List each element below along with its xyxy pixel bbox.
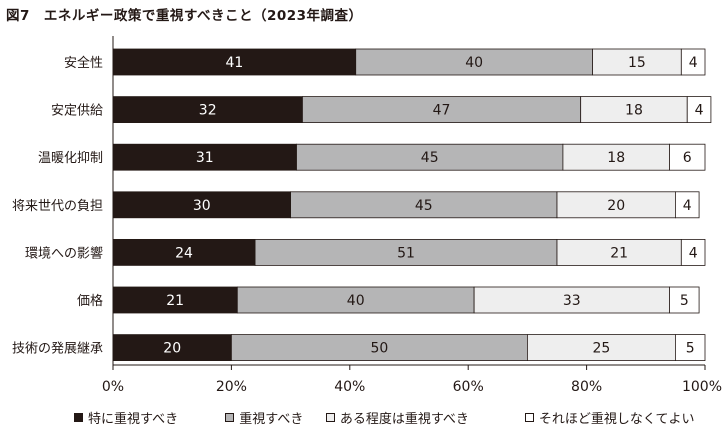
data-label: 21 (610, 245, 628, 261)
legend-label: ある程度は重視すべき (339, 411, 469, 427)
bar-segment-1 (112, 191, 292, 219)
data-label: 47 (433, 103, 451, 119)
legend-swatch (325, 412, 335, 422)
data-label: 18 (607, 150, 625, 166)
legend-swatch (74, 412, 83, 422)
bar-row: 21 40 33 5 (112, 286, 700, 314)
bar-row: 24 51 21 4 (112, 238, 706, 266)
bar-segment-3 (556, 191, 676, 219)
bar-segment-3 (527, 334, 676, 362)
chart-title: 図7 エネルギー政策で重視すべきこと（2023年調査） (6, 8, 363, 24)
legend-swatch (225, 412, 235, 422)
data-label: 15 (628, 55, 646, 71)
data-label: 4 (683, 198, 692, 214)
legend-swatch (524, 412, 534, 422)
data-label: 45 (415, 198, 433, 214)
bar-segment-4 (669, 143, 706, 171)
data-label: 4 (689, 55, 698, 71)
x-tick-label: 0% (102, 379, 124, 395)
bar-segment-2 (290, 191, 558, 219)
category-label: 温暖化抑制 (38, 151, 103, 166)
data-label: 20 (163, 341, 181, 357)
legend-item: 重視すべき (225, 408, 326, 427)
x-tick-label: 100% (682, 379, 722, 395)
bar-segment-3 (580, 96, 688, 123)
bar-row: 30 45 20 4 (112, 191, 700, 219)
bar-segment-1 (112, 143, 297, 171)
x-tick-label: 80% (571, 379, 602, 395)
category-label: 安全性 (64, 55, 103, 71)
legend-label: 特に重視すべき (88, 411, 179, 427)
data-label: 18 (625, 103, 643, 119)
bar-segment-2 (236, 286, 475, 314)
bar-segment-4 (686, 96, 712, 123)
bar-segment-4 (680, 48, 706, 76)
bars-layer: 41 40 15 4 32 47 18 4 31 45 18 6 30 45 20 4 24 51 21 4 21 40 3… (112, 48, 712, 362)
bar-row: 41 40 15 4 (112, 48, 706, 76)
data-label: 41 (225, 55, 243, 71)
data-label: 5 (680, 293, 689, 309)
x-tick-label: 20% (216, 379, 247, 395)
data-label: 25 (592, 341, 610, 357)
bar-segment-4 (680, 238, 706, 266)
x-tick-label: 60% (453, 379, 484, 395)
data-label: 51 (397, 245, 415, 261)
data-label: 31 (196, 150, 214, 166)
bar-segment-2 (230, 334, 528, 362)
data-label: 4 (695, 103, 704, 119)
bar-row: 31 45 18 6 (112, 143, 706, 171)
bar-segment-2 (296, 143, 564, 171)
data-label: 6 (683, 150, 692, 166)
legend-item: 特に重視すべき (74, 408, 225, 427)
legend-label: それほど重視しなくてよい (538, 411, 695, 427)
data-label: 5 (686, 341, 695, 357)
bar-segment-2 (254, 238, 558, 266)
bar-segment-4 (669, 286, 700, 314)
bar-row: 32 47 18 4 (112, 96, 712, 123)
data-label: 4 (689, 245, 698, 261)
data-label: 30 (193, 198, 211, 214)
x-axis: 0% 20% 40% 60% 80% 100% (102, 36, 722, 395)
data-label: 33 (563, 293, 581, 309)
x-tick-label: 40% (334, 379, 365, 395)
legend-item: それほど重視しなくてよい (524, 408, 714, 427)
bar-segment-4 (675, 191, 700, 219)
data-label: 32 (199, 103, 217, 119)
legend-item: ある程度は重視すべき (325, 408, 525, 427)
bar-segment-4 (675, 334, 706, 362)
data-label: 21 (166, 293, 184, 309)
data-label: 20 (607, 198, 625, 214)
bar-segment-3 (473, 286, 670, 314)
bar-segment-3 (556, 238, 682, 266)
data-label: 24 (175, 245, 193, 261)
data-label: 45 (421, 150, 439, 166)
bar-segment-2 (302, 96, 582, 123)
bar-segment-1 (112, 286, 238, 314)
data-label: 40 (347, 293, 365, 309)
data-label: 50 (370, 341, 388, 357)
legend: 特に重視すべき 重視すべき ある程度は重視すべき それほど重視しなくてよい (74, 408, 714, 427)
category-label: 将来世代の負担 (12, 199, 103, 214)
bar-segment-1 (112, 334, 232, 362)
category-label: 価格 (77, 293, 103, 309)
category-label: 安定供給 (51, 104, 103, 119)
bar-segment-1 (112, 96, 303, 123)
category-label: 技術の発展継承 (12, 342, 103, 357)
category-label: 環境への影響 (25, 245, 103, 261)
legend-label: 重視すべき (239, 411, 304, 427)
bar-row: 20 50 25 5 (112, 334, 706, 362)
data-label: 40 (465, 55, 483, 71)
bar-segment-2 (355, 48, 593, 76)
